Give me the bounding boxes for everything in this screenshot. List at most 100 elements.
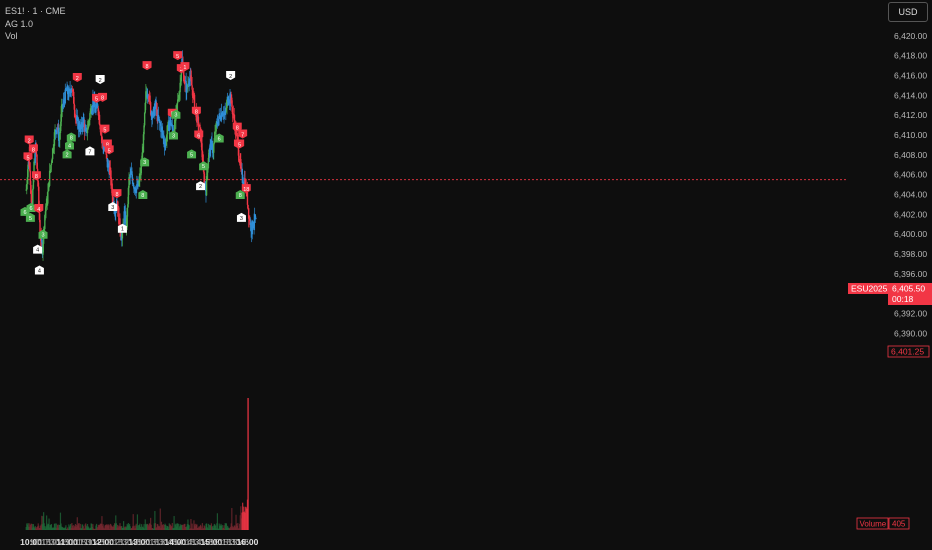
candle-body [132,183,134,186]
volume-tag-value-bg [888,517,910,530]
candle-body [252,221,254,229]
volume-bar [46,525,48,530]
volume-bar [139,526,142,530]
volume-bar [165,528,167,530]
candle-body [241,174,244,184]
time-tick-label: 11:30 [75,537,96,547]
signal-marker-red [241,184,251,194]
candle-body [161,130,164,135]
signal-marker-green [171,109,181,119]
candle-body [149,102,152,115]
signal-marker-label: 3 [174,113,177,119]
signal-marker-red [232,122,242,132]
volume-bar [130,528,133,530]
candle-body [207,168,209,173]
time-axis[interactable]: 10:0010:1510:3010:4511:0011:1511:3011:45… [20,537,258,547]
candle-body [191,85,193,90]
candle-body [78,122,80,130]
volume-bar [116,524,119,530]
volume-bar [229,528,231,530]
candle-body [64,89,66,104]
volume-bar [90,523,92,530]
volume-bar [35,527,37,530]
volume-bar [197,528,199,530]
candle-body [175,105,178,110]
time-tick-label: 16:00 [237,537,259,547]
candle-body [27,164,29,178]
candle-body [224,111,226,113]
signal-marker-red [100,124,110,134]
volume-bar [77,525,79,530]
volume-bar [143,524,145,530]
candle-body [62,104,64,109]
indicator-title[interactable]: AG 1.0 [5,18,34,29]
volume-bar [117,527,119,530]
volume-bar [148,526,150,530]
volume-bar [95,525,97,530]
volume-bar [128,525,130,530]
candle-body [226,101,228,109]
volume-bar [157,524,159,530]
volume-bar [115,523,117,530]
candle-body [135,189,137,194]
volume-bar [26,523,28,530]
signal-marker-red [238,129,248,139]
candle-body [164,139,167,147]
volume-bar [123,521,125,530]
volume-bar [118,526,120,530]
candle-body [49,169,51,171]
candle-body [223,112,225,116]
volume-bar [220,523,222,530]
candle-body [151,115,154,119]
candle-body [111,183,113,196]
volume-bar [211,526,213,530]
volume-bar [89,528,91,530]
volume-bar [218,523,220,530]
volume-bar [82,524,84,530]
volume-bar [198,527,200,530]
volume-bar [237,523,239,530]
volume-bar [168,528,170,530]
candle-body [216,121,219,125]
signal-marker-label: 6 [197,133,200,139]
volume-bar [236,525,238,530]
time-tick-label: 12:00 [92,537,114,547]
time-tick-label: 13:45 [156,537,178,547]
signal-marker-green [169,130,179,140]
volume-bar [222,528,224,530]
volume-bar [65,528,68,530]
price-tick-label: 6,390.00 [894,328,927,338]
volume-bar [44,528,47,530]
currency-button[interactable]: USD [888,2,928,22]
volume-bar [83,528,85,530]
candle-body [94,99,96,107]
signal-marker-label: 8 [35,174,38,180]
volume-bar [119,526,122,530]
volume-bar [70,527,72,530]
volume-bar [186,526,188,530]
volume-bar [153,523,155,530]
volume-bar [55,523,57,530]
symbol-title[interactable]: ES1! · 1 · CME [5,6,66,16]
volume-bar [101,516,103,530]
volume-bar [118,525,120,530]
candle-body [168,122,170,131]
volume-bar [107,526,109,530]
signal-marker-green [25,212,35,222]
signal-marker-green [138,190,148,200]
volume-bar [207,528,209,530]
volume-bar [122,527,124,530]
candle-body [128,177,130,188]
volume-bar [246,508,248,530]
time-tick-label: 15:00 [201,537,223,547]
candle-body [246,189,249,205]
volume-bar [72,528,74,530]
volume-bar [91,523,93,530]
volume-bar [216,513,219,530]
volume-bar [26,525,28,530]
volume-indicator-title[interactable]: Vol [5,31,18,41]
volume-bar [208,528,210,530]
volume-bar [106,524,108,530]
volume-bar [75,527,77,530]
